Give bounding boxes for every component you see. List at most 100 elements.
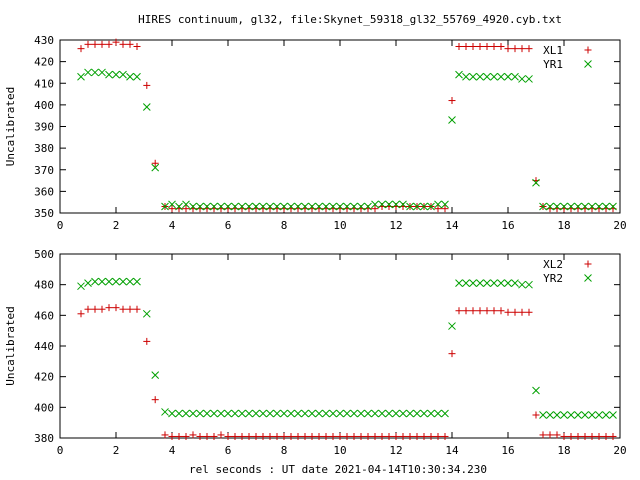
data-point [126,305,134,313]
data-point [217,202,225,211]
data-point [91,277,99,286]
data-point [245,432,253,440]
data-point [224,432,232,440]
data-point [413,202,421,211]
x-tick-label: 20 [613,444,626,457]
data-point [343,202,351,211]
data-point [511,72,519,81]
data-point [168,432,176,440]
data-point [245,202,253,211]
data-point [567,432,575,440]
data-point [77,72,85,81]
data-point [385,432,393,440]
data-point [350,202,358,211]
y-tick-label: 460 [34,309,54,322]
data-point [98,277,106,286]
data-point [609,411,617,419]
data-point [476,307,484,315]
data-point [518,45,526,53]
data-point [441,205,449,213]
data-point [189,431,197,439]
data-point [364,202,372,211]
data-point [112,70,120,79]
data-point [259,409,267,418]
data-point [448,350,456,358]
data-point [469,307,477,315]
series-YR2 [77,277,617,419]
data-point [112,304,120,312]
x-tick-label: 20 [613,219,626,232]
data-point [441,409,449,418]
data-point [196,202,204,211]
data-point [350,409,358,418]
data-point [455,70,463,79]
data-point [483,279,491,287]
data-point [161,431,169,439]
data-point [91,68,99,77]
y-tick-label: 370 [34,164,54,177]
data-point [84,40,92,48]
data-point [168,200,176,209]
data-point [151,371,160,379]
x-tick-label: 2 [113,444,120,457]
data-point [182,409,190,418]
x-tick-label: 4 [169,219,176,232]
data-point [119,305,127,313]
data-point [574,411,582,419]
data-point [105,277,113,286]
data-point [574,432,582,440]
data-point [252,202,260,211]
data-point [133,42,141,50]
data-point [203,409,211,418]
data-point [182,432,190,440]
data-point [189,202,197,211]
data-point [609,432,617,440]
data-point [119,40,127,48]
data-point [385,200,393,209]
data-point [588,411,596,419]
y-tick-label: 400 [34,401,54,414]
data-point [539,411,547,419]
data-point [427,432,435,440]
y-tick-label: 390 [34,121,54,134]
data-point [210,432,218,440]
data-point [525,45,533,53]
data-point [511,308,519,316]
data-point [126,40,134,48]
data-point [217,409,225,418]
data-point [175,432,183,440]
data-point [448,322,456,330]
data-point [77,310,85,318]
data-point [238,432,246,440]
x-tick-label: 16 [501,219,514,232]
data-point [539,202,547,211]
data-point [210,409,218,418]
data-point [175,409,183,418]
data-point [490,72,498,81]
data-point [294,409,302,418]
data-point [280,409,288,418]
data-point [294,202,302,211]
plot-frame [59,39,621,214]
data-point [574,202,582,211]
data-point [77,45,85,53]
series-XL2 [77,304,617,440]
data-point [175,202,183,211]
data-point [462,279,470,287]
x-tick-label: 8 [281,444,288,457]
data-point [231,432,239,440]
data-point [203,432,211,440]
data-point [231,202,239,211]
data-point [151,396,159,404]
data-point [378,432,386,440]
data-point [301,432,309,440]
data-point [126,72,134,81]
data-point [546,431,554,439]
data-point [336,409,344,418]
data-point [497,307,505,315]
data-point [427,202,435,211]
y-tick-label: 500 [34,248,54,261]
data-point [196,432,204,440]
data-point [434,205,442,213]
data-point [308,202,316,211]
